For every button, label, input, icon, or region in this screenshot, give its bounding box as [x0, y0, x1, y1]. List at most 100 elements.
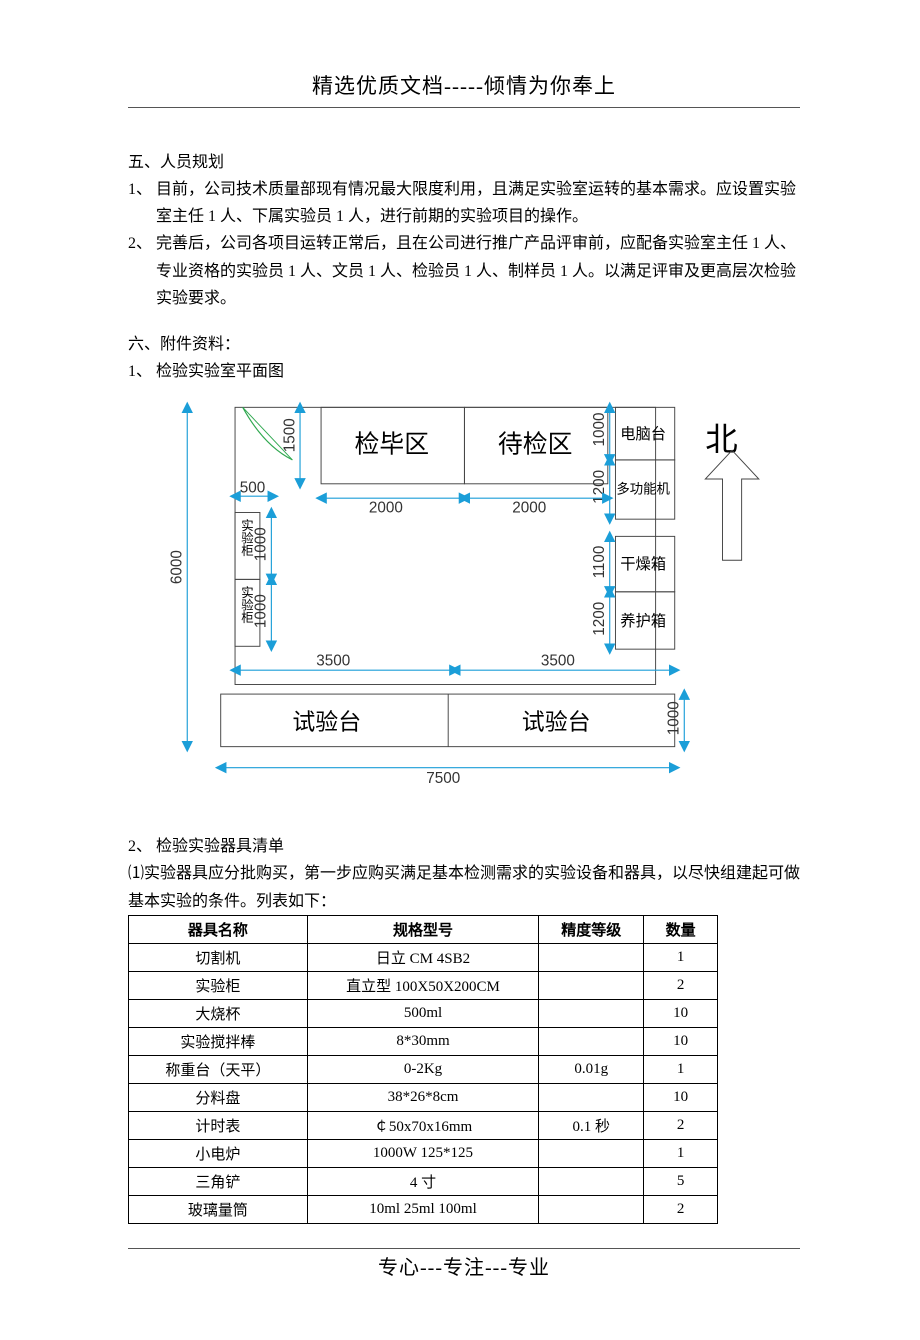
- section-5-heading: 五、人员规划: [128, 148, 800, 172]
- table-cell: [539, 1139, 644, 1167]
- list-text: 目前，公司技术质量部现有情况最大限度利用，且满足实验室运转的基本需求。应设置实验…: [156, 176, 800, 230]
- table-cell: 分料盘: [129, 1083, 308, 1111]
- label-jianbi: 检毕区: [355, 430, 430, 458]
- dim-1000d: 1000: [591, 413, 608, 447]
- table-cell: 大烧杯: [129, 999, 308, 1027]
- table-cell: 0.1 秒: [539, 1111, 644, 1139]
- label-north: 北: [705, 422, 737, 458]
- table-cell: 计时表: [129, 1111, 308, 1139]
- table-cell: [539, 971, 644, 999]
- north-arrow-icon: 北: [705, 422, 759, 560]
- table-cell: 1000W 125*125: [307, 1139, 538, 1167]
- table-cell: 日立 CM 4SB2: [307, 943, 538, 971]
- label-shiyan1b: 实验柜: [240, 585, 254, 623]
- page-footer: 专心---专注---专业: [128, 1251, 800, 1280]
- table-row: 大烧杯500ml 10: [129, 999, 718, 1027]
- table-cell: [539, 1083, 644, 1111]
- col-spec: 规格型号: [307, 915, 538, 943]
- table-row: 玻璃量筒10ml 25ml 100ml 2: [129, 1195, 718, 1223]
- table-cell: 8*30mm: [307, 1027, 538, 1055]
- col-name: 器具名称: [129, 915, 308, 943]
- table-cell: 1: [644, 1139, 718, 1167]
- table-cell: 10: [644, 999, 718, 1027]
- dim-1000b: 1000: [253, 594, 270, 628]
- table-row: 切割机日立 CM 4SB21: [129, 943, 718, 971]
- table-cell: 2: [644, 1195, 718, 1223]
- equipment-table: 器具名称 规格型号 精度等级 数量 切割机日立 CM 4SB21实验柜直立型 1…: [128, 915, 718, 1224]
- table-cell: 5: [644, 1167, 718, 1195]
- dim-3500b: 3500: [541, 653, 575, 670]
- table-row: 实验搅拌棒8*30mm 10: [129, 1027, 718, 1055]
- table-cell: ￠50x70x16mm: [307, 1111, 538, 1139]
- table-cell: 玻璃量筒: [129, 1195, 308, 1223]
- page-header: 精选优质文档-----倾情为你奉上: [128, 70, 800, 105]
- header-rule: [128, 107, 800, 108]
- table-cell: 直立型 100X50X200CM: [307, 971, 538, 999]
- dim-1100: 1100: [591, 546, 608, 579]
- table-row: 分料盘38*26*8cm 10: [129, 1083, 718, 1111]
- dim-500: 500: [240, 480, 266, 497]
- section-6-item-2: 2、 检验实验器具清单: [128, 833, 800, 860]
- table-cell: 10ml 25ml 100ml: [307, 1195, 538, 1223]
- label-ganzao: 干燥箱: [620, 556, 666, 573]
- section-6-item-1: 1、 检验实验室平面图: [128, 358, 800, 385]
- table-cell: 0-2Kg: [307, 1055, 538, 1083]
- dim-1200a: 1200: [591, 470, 608, 504]
- list-number: 2、: [128, 230, 156, 312]
- dim-1000a: 1000: [253, 527, 270, 561]
- list-number: 1、: [128, 176, 156, 230]
- label-duogong: 多功能机: [616, 480, 670, 496]
- table-row: 小电炉1000W 125*125 1: [129, 1139, 718, 1167]
- dim-3500a: 3500: [316, 653, 350, 670]
- list-text: 完善后，公司各项目运转正常后，且在公司进行推广产品评审前，应配备实验室主任 1 …: [156, 230, 800, 312]
- col-qty: 数量: [644, 915, 718, 943]
- table-row: 称重台（天平）0-2Kg0.01g1: [129, 1055, 718, 1083]
- table-cell: 小电炉: [129, 1139, 308, 1167]
- table-cell: 切割机: [129, 943, 308, 971]
- table-cell: 4 寸: [307, 1167, 538, 1195]
- dim-1200b: 1200: [591, 602, 608, 636]
- footer-rule: [128, 1248, 800, 1249]
- table-cell: 称重台（天平）: [129, 1055, 308, 1083]
- table-cell: 0.01g: [539, 1055, 644, 1083]
- label-daijian: 待检区: [498, 430, 573, 458]
- table-cell: 2: [644, 971, 718, 999]
- table-cell: 实验柜: [129, 971, 308, 999]
- dim-2000b: 2000: [512, 500, 546, 517]
- table-cell: 三角铲: [129, 1167, 308, 1195]
- list-number: 1、: [128, 358, 156, 385]
- section-5-item-2: 2、 完善后，公司各项目运转正常后，且在公司进行推广产品评审前，应配备实验室主任…: [128, 230, 800, 312]
- table-cell: 1: [644, 1055, 718, 1083]
- table-cell: [539, 1195, 644, 1223]
- section-5-item-1: 1、 目前，公司技术质量部现有情况最大限度利用，且满足实验室运转的基本需求。应设…: [128, 176, 800, 230]
- list-text: 检验实验器具清单: [156, 833, 800, 860]
- section-6-heading: 六、附件资料：: [128, 330, 800, 354]
- table-row: 实验柜直立型 100X50X200CM 2: [129, 971, 718, 999]
- floorplan-svg: 6000 1500 检毕区 待检区 电脑台 多功能机 干燥箱 养护箱: [168, 393, 780, 804]
- page-container: 精选优质文档-----倾情为你奉上 五、人员规划 1、 目前，公司技术质量部现有…: [0, 0, 920, 1340]
- label-shiyantai1: 试验台: [292, 710, 361, 735]
- dim-1500: 1500: [281, 418, 298, 452]
- table-cell: [539, 1027, 644, 1055]
- table-cell: 实验搅拌棒: [129, 1027, 308, 1055]
- table-cell: 10: [644, 1083, 718, 1111]
- table-cell: 2: [644, 1111, 718, 1139]
- table-row: 计时表￠50x70x16mm0.1 秒2: [129, 1111, 718, 1139]
- table-cell: 38*26*8cm: [307, 1083, 538, 1111]
- table-cell: [539, 1167, 644, 1195]
- col-precision: 精度等级: [539, 915, 644, 943]
- list-number: 2、: [128, 833, 156, 860]
- floorplan-figure: 6000 1500 检毕区 待检区 电脑台 多功能机 干燥箱 养护箱: [168, 393, 780, 809]
- table-intro: ⑴实验器具应分批购买，第一步应购买满足基本检测需求的实验设备和器具，以尽快组建起…: [128, 860, 800, 914]
- table-row: 三角铲4 寸 5: [129, 1167, 718, 1195]
- label-diannao: 电脑台: [620, 426, 666, 443]
- dim-1000e: 1000: [666, 701, 683, 735]
- table-cell: [539, 943, 644, 971]
- dim-2000a: 2000: [369, 500, 403, 517]
- table-cell: 500ml: [307, 999, 538, 1027]
- dim-6000: 6000: [169, 550, 186, 584]
- dim-7500: 7500: [426, 770, 460, 787]
- table-cell: [539, 999, 644, 1027]
- list-text: 检验实验室平面图: [156, 358, 800, 385]
- table-cell: 10: [644, 1027, 718, 1055]
